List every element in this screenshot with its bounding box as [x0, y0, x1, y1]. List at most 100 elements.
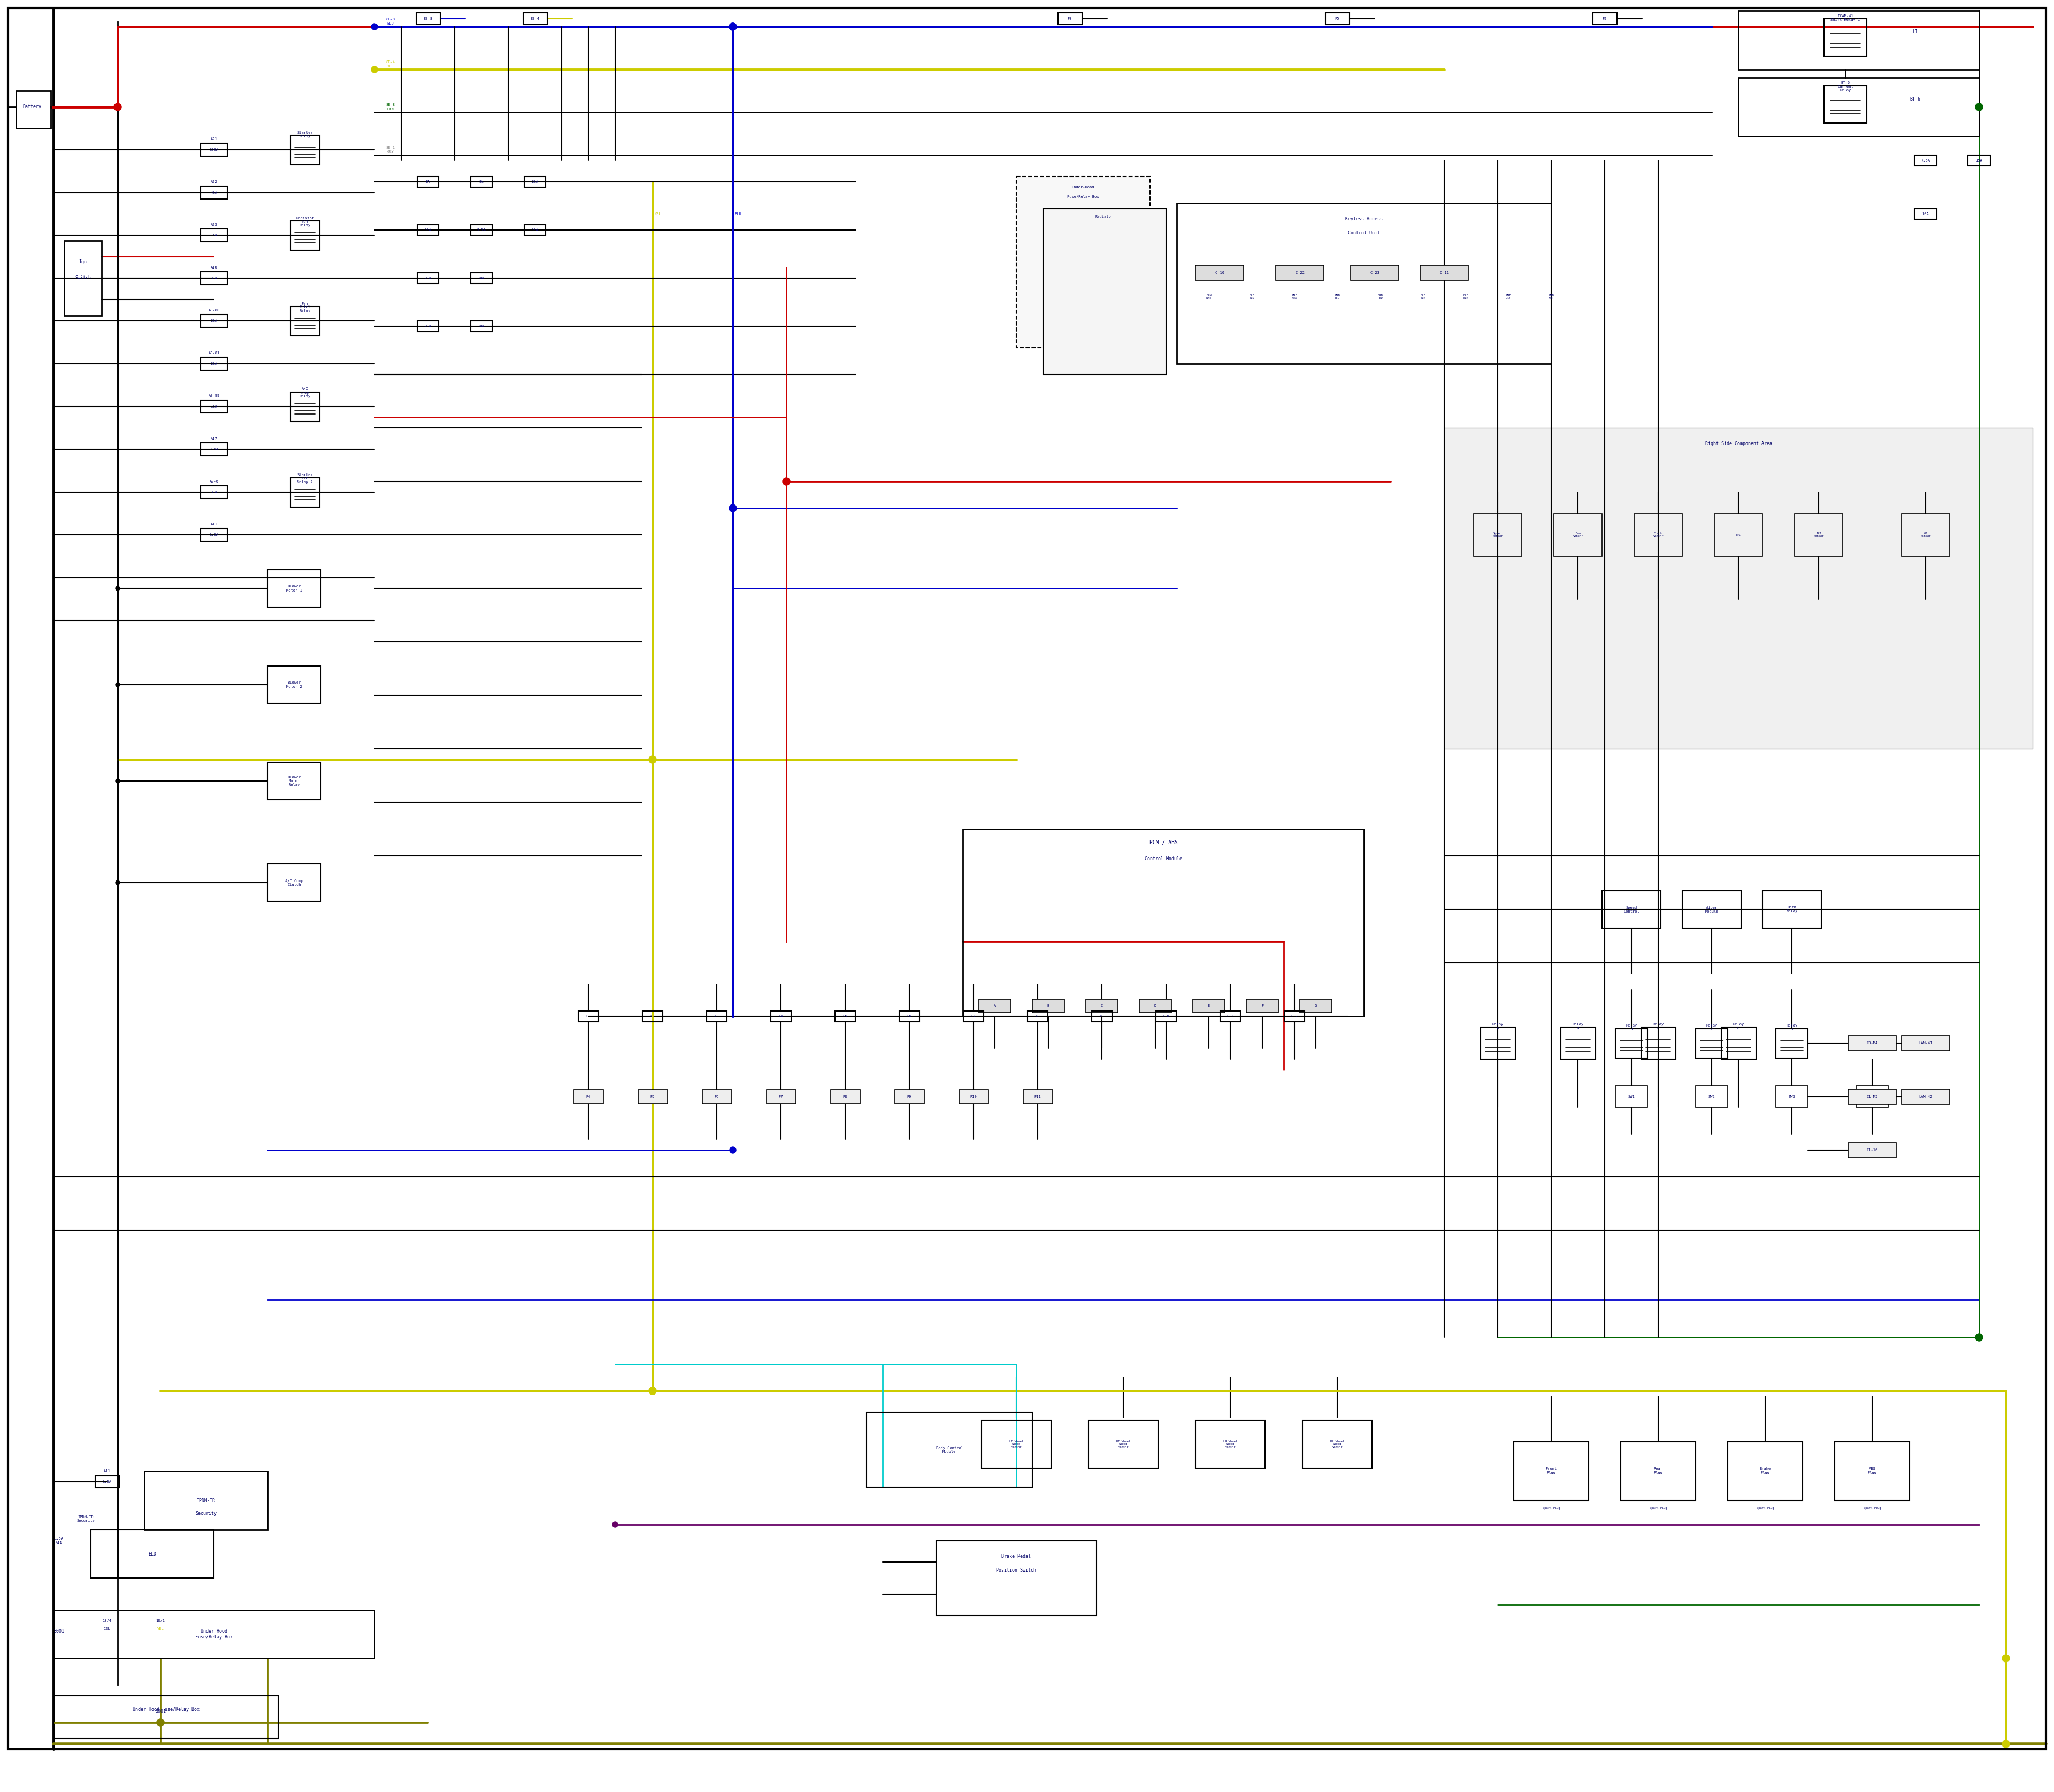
Text: 7.5A: 7.5A	[210, 448, 218, 452]
Text: A21: A21	[212, 138, 218, 142]
Circle shape	[372, 66, 378, 73]
Text: F8: F8	[1035, 1014, 1039, 1018]
Text: FCAM-41
Shift Relay 1: FCAM-41 Shift Relay 1	[1830, 14, 1861, 22]
Text: 120A: 120A	[210, 149, 218, 151]
Text: 7.5A: 7.5A	[1920, 159, 1931, 161]
Polygon shape	[1902, 1036, 1949, 1050]
Text: PCM / ABS: PCM / ABS	[1150, 840, 1177, 846]
Text: BRB
CRN: BRB CRN	[1292, 294, 1296, 299]
Text: F2: F2	[1602, 18, 1606, 20]
Text: Rear
Plug: Rear Plug	[1653, 1468, 1664, 1475]
Text: Wiper
Module: Wiper Module	[1705, 907, 1719, 912]
Text: E: E	[1208, 1004, 1210, 1007]
Circle shape	[113, 104, 121, 111]
Text: BRN
WHT: BRN WHT	[1206, 294, 1212, 299]
Circle shape	[115, 586, 119, 591]
Polygon shape	[1849, 1143, 1896, 1158]
Text: 1.5A: 1.5A	[103, 1480, 111, 1484]
Text: SW3: SW3	[1789, 1095, 1795, 1098]
Circle shape	[115, 104, 121, 109]
Text: Spark Plug: Spark Plug	[1543, 1507, 1559, 1511]
Text: P11: P11	[1035, 1095, 1041, 1098]
Text: Radiator
Fan
Relay: Radiator Fan Relay	[1074, 254, 1093, 265]
Text: Radiator: Radiator	[1095, 215, 1113, 219]
Polygon shape	[980, 998, 1011, 1012]
Text: 18/4: 18/4	[103, 1620, 111, 1622]
Polygon shape	[702, 1090, 731, 1104]
Text: 18/1: 18/1	[156, 1620, 164, 1622]
Circle shape	[649, 756, 657, 763]
Text: LR Wheel
Speed
Sensor: LR Wheel Speed Sensor	[1224, 1439, 1237, 1448]
Text: Control Module: Control Module	[1144, 857, 1183, 860]
Text: YEL: YEL	[156, 1627, 164, 1631]
Polygon shape	[1300, 998, 1331, 1012]
Text: 10A: 10A	[1923, 213, 1929, 215]
Text: TPS: TPS	[1736, 534, 1742, 536]
Circle shape	[649, 1387, 657, 1394]
Text: Switch: Switch	[74, 276, 90, 281]
Text: Front
Plug: Front Plug	[1545, 1468, 1557, 1475]
Text: F8: F8	[1068, 18, 1072, 20]
Text: S001: S001	[156, 1710, 166, 1715]
Text: Battery: Battery	[23, 104, 41, 109]
Text: F5: F5	[1335, 18, 1339, 20]
Polygon shape	[639, 1090, 668, 1104]
Circle shape	[156, 1719, 164, 1726]
Polygon shape	[1033, 998, 1064, 1012]
Text: P8: P8	[842, 1095, 848, 1098]
Text: G: G	[1315, 1004, 1317, 1007]
Circle shape	[649, 1387, 657, 1394]
Polygon shape	[1247, 998, 1278, 1012]
Text: F1: F1	[585, 1014, 592, 1018]
Text: Brake Pedal: Brake Pedal	[1002, 1554, 1031, 1559]
Text: BRB
RED: BRB RED	[1378, 294, 1382, 299]
Polygon shape	[1444, 428, 2033, 749]
Polygon shape	[766, 1090, 795, 1104]
Text: C 11: C 11	[1440, 271, 1448, 274]
Text: Under Hood
Fuse/Relay Box: Under Hood Fuse/Relay Box	[195, 1629, 232, 1640]
Text: LF Wheel
Speed
Sensor: LF Wheel Speed Sensor	[1009, 1439, 1023, 1448]
Text: B: B	[1048, 1004, 1050, 1007]
Polygon shape	[1140, 998, 1171, 1012]
Text: A16: A16	[212, 265, 218, 269]
Circle shape	[729, 23, 737, 30]
Text: Body Control
Module: Body Control Module	[937, 1446, 963, 1453]
Polygon shape	[1087, 998, 1117, 1012]
Text: RF Wheel
Speed
Sensor: RF Wheel Speed Sensor	[1115, 1439, 1130, 1448]
Text: BT-6
Current
Relay: BT-6 Current Relay	[1838, 81, 1853, 91]
Text: P4: P4	[585, 1095, 592, 1098]
Circle shape	[783, 478, 789, 484]
Text: BRB
GRY: BRB GRY	[1506, 294, 1512, 299]
Circle shape	[729, 505, 735, 511]
Text: LAM-41: LAM-41	[1918, 1041, 1933, 1045]
Text: F10: F10	[1163, 1014, 1169, 1018]
Text: SW2: SW2	[1709, 1095, 1715, 1098]
Polygon shape	[1195, 265, 1243, 280]
Text: BLU: BLU	[735, 213, 741, 215]
Text: 20A: 20A	[212, 362, 218, 366]
Text: ELD: ELD	[148, 1552, 156, 1557]
Polygon shape	[1352, 265, 1399, 280]
Text: Blower
Motor 1: Blower Motor 1	[286, 584, 302, 591]
Text: 10A: 10A	[425, 228, 431, 231]
Text: C 22: C 22	[1296, 271, 1304, 274]
Polygon shape	[1023, 1090, 1052, 1104]
Circle shape	[2003, 1740, 2009, 1747]
Text: Starter
Relay: Starter Relay	[298, 131, 312, 138]
Text: C1-M5: C1-M5	[1867, 1095, 1877, 1098]
Text: 30A: 30A	[212, 491, 218, 495]
Text: C: C	[1101, 1004, 1103, 1007]
Text: A3-80: A3-80	[207, 308, 220, 312]
Text: Keyless Access: Keyless Access	[1345, 217, 1382, 222]
Text: IPDM-TR: IPDM-TR	[197, 1498, 216, 1503]
Text: Relay
B: Relay B	[1571, 1023, 1584, 1030]
Text: 15A: 15A	[1976, 159, 1982, 161]
Text: Speed
Sensor: Speed Sensor	[1493, 532, 1504, 538]
Text: Horn
Relay: Horn Relay	[1787, 907, 1797, 912]
Text: 20A: 20A	[212, 319, 218, 323]
Text: O2
Sensor: O2 Sensor	[1920, 532, 1931, 538]
Text: 12L: 12L	[103, 1627, 111, 1631]
Text: F6: F6	[908, 1014, 912, 1018]
Text: Security: Security	[195, 1511, 216, 1516]
Circle shape	[1976, 1333, 1982, 1340]
